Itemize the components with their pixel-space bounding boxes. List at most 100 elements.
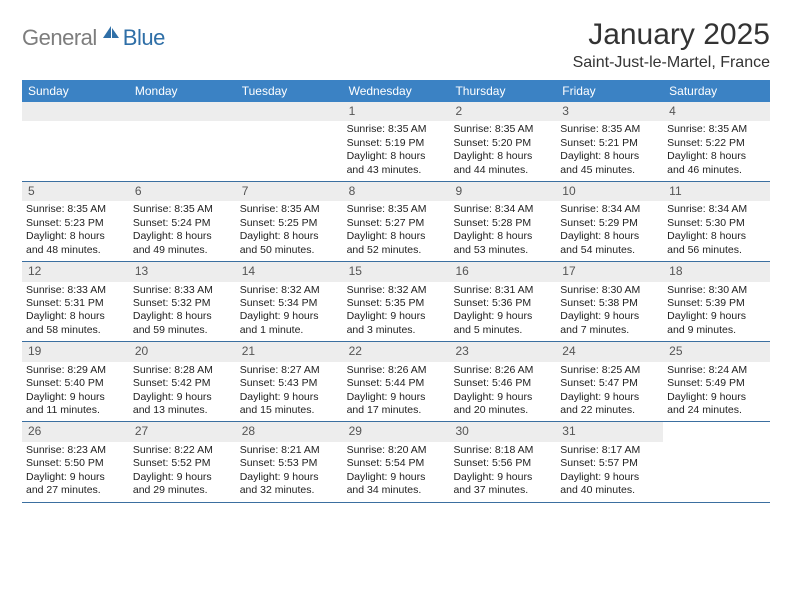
day-number: 16 [449,262,556,281]
week-row: 19 Sunrise: 8:29 AMSunset: 5:40 PMDayligh… [22,342,770,422]
day-body: Sunrise: 8:34 AMSunset: 5:29 PMDaylight:… [556,203,663,257]
day-body: Sunrise: 8:17 AMSunset: 5:57 PMDaylight:… [556,444,663,498]
day-body: Sunrise: 8:28 AMSunset: 5:42 PMDaylight:… [129,364,236,418]
sunrise-line: Sunrise: 8:30 AM [560,284,659,297]
sunset-line: Sunset: 5:44 PM [347,377,446,390]
daylight-line: Daylight: 8 hours and 50 minutes. [240,230,339,257]
day-number: 2 [449,102,556,121]
day-number: 17 [556,262,663,281]
sail-icon [101,24,121,45]
sunset-line: Sunset: 5:25 PM [240,217,339,230]
sunrise-line: Sunrise: 8:33 AM [133,284,232,297]
day-number: 11 [663,182,770,201]
page-title: January 2025 [573,18,770,52]
day-cell: 30Sunrise: 8:18 AMSunset: 5:56 PMDayligh… [449,422,556,501]
sunset-line: Sunset: 5:24 PM [133,217,232,230]
day-number: 22 [343,342,450,361]
week-row: 12Sunrise: 8:33 AMSunset: 5:31 PMDayligh… [22,262,770,342]
sunrise-line: Sunrise: 8:22 AM [133,444,232,457]
sunset-line: Sunset: 5:21 PM [560,137,659,150]
daylight-line: Daylight: 8 hours and 49 minutes. [133,230,232,257]
day-number: 4 [663,102,770,121]
daylight-line: Daylight: 9 hours and 22 minutes. [560,391,659,418]
daylight-line: Daylight: 9 hours and 15 minutes. [240,391,339,418]
day-number: 21 [236,342,343,361]
day-body: Sunrise: 8:25 AMSunset: 5:47 PMDaylight:… [556,364,663,418]
daylight-line: Daylight: 8 hours and 58 minutes. [26,310,125,337]
sunrise-line: Sunrise: 8:31 AM [453,284,552,297]
sunset-line: Sunset: 5:39 PM [667,297,766,310]
day-number: 13 [129,262,236,281]
sunrise-line: Sunrise: 8:21 AM [240,444,339,457]
day-body: Sunrise: 8:20 AMSunset: 5:54 PMDaylight:… [343,444,450,498]
sunrise-line: Sunrise: 8:26 AM [347,364,446,377]
day-cell: 10Sunrise: 8:34 AMSunset: 5:29 PMDayligh… [556,182,663,261]
daylight-line: Daylight: 8 hours and 52 minutes. [347,230,446,257]
sunrise-line: Sunrise: 8:35 AM [347,123,446,136]
daylight-line: Daylight: 8 hours and 59 minutes. [133,310,232,337]
sunrise-line: Sunrise: 8:34 AM [560,203,659,216]
day-cell: 8Sunrise: 8:35 AMSunset: 5:27 PMDaylight… [343,182,450,261]
sunset-line: Sunset: 5:54 PM [347,457,446,470]
logo-text-blue: Blue [123,25,165,51]
day-body: Sunrise: 8:35 AMSunset: 5:19 PMDaylight:… [343,123,450,177]
daylight-line: Daylight: 8 hours and 48 minutes. [26,230,125,257]
sunrise-line: Sunrise: 8:35 AM [667,123,766,136]
daylight-line: Daylight: 9 hours and 37 minutes. [453,471,552,498]
sunrise-line: Sunrise: 8:35 AM [26,203,125,216]
day-cell: 15Sunrise: 8:32 AMSunset: 5:35 PMDayligh… [343,262,450,341]
day-header-thursday: Thursday [449,80,556,102]
day-number: 20 [129,342,236,361]
day-number: 9 [449,182,556,201]
day-body: Sunrise: 8:21 AMSunset: 5:53 PMDaylight:… [236,444,343,498]
day-number: 23 [449,342,556,361]
day-header-friday: Friday [556,80,663,102]
day-header-sunday: Sunday [22,80,129,102]
daylight-line: Daylight: 9 hours and 32 minutes. [240,471,339,498]
day-header-saturday: Saturday [663,80,770,102]
day-body: Sunrise: 8:26 AMSunset: 5:46 PMDaylight:… [449,364,556,418]
daylight-line: Daylight: 8 hours and 56 minutes. [667,230,766,257]
day-number: 7 [236,182,343,201]
day-number: 15 [343,262,450,281]
day-cell: 12Sunrise: 8:33 AMSunset: 5:31 PMDayligh… [22,262,129,341]
day-cell [236,102,343,181]
daylight-line: Daylight: 9 hours and 17 minutes. [347,391,446,418]
day-body: Sunrise: 8:24 AMSunset: 5:49 PMDaylight:… [663,364,770,418]
day-cell: 18Sunrise: 8:30 AMSunset: 5:39 PMDayligh… [663,262,770,341]
daylight-line: Daylight: 8 hours and 46 minutes. [667,150,766,177]
weeks-container: 1Sunrise: 8:35 AMSunset: 5:19 PMDaylight… [22,102,770,503]
day-number: 1 [343,102,450,121]
sunset-line: Sunset: 5:23 PM [26,217,125,230]
day-number: 31 [556,422,663,441]
sunrise-line: Sunrise: 8:29 AM [26,364,125,377]
day-cell: 1 Sunrise: 8:35 AMSunset: 5:19 PMDaylight… [343,102,450,181]
sunrise-line: Sunrise: 8:35 AM [560,123,659,136]
day-body: Sunrise: 8:29 AMSunset: 5:40 PMDaylight:… [22,364,129,418]
day-body: Sunrise: 8:27 AMSunset: 5:43 PMDaylight:… [236,364,343,418]
day-cell: 21 Sunrise: 8:27 AMSunset: 5:43 PMDayligh… [236,342,343,421]
sunset-line: Sunset: 5:31 PM [26,297,125,310]
sunrise-line: Sunrise: 8:35 AM [133,203,232,216]
logo-text-general: General [22,25,97,51]
day-cell: 19 Sunrise: 8:29 AMSunset: 5:40 PMDayligh… [22,342,129,421]
day-body: Sunrise: 8:33 AMSunset: 5:32 PMDaylight:… [129,284,236,338]
day-cell: 16Sunrise: 8:31 AMSunset: 5:36 PMDayligh… [449,262,556,341]
day-number: 19 [22,342,129,361]
sunset-line: Sunset: 5:47 PM [560,377,659,390]
empty-day-bar [236,102,343,121]
day-cell [129,102,236,181]
sunset-line: Sunset: 5:19 PM [347,137,446,150]
day-number: 27 [129,422,236,441]
sunset-line: Sunset: 5:43 PM [240,377,339,390]
sunrise-line: Sunrise: 8:34 AM [453,203,552,216]
day-number: 26 [22,422,129,441]
day-cell: 5Sunrise: 8:35 AMSunset: 5:23 PMDaylight… [22,182,129,261]
day-cell: 4 Sunrise: 8:35 AMSunset: 5:22 PMDaylight… [663,102,770,181]
day-body: Sunrise: 8:35 AMSunset: 5:22 PMDaylight:… [663,123,770,177]
day-number: 24 [556,342,663,361]
sunset-line: Sunset: 5:30 PM [667,217,766,230]
day-body: Sunrise: 8:35 AMSunset: 5:25 PMDaylight:… [236,203,343,257]
daylight-line: Daylight: 9 hours and 27 minutes. [26,471,125,498]
title-block: January 2025 Saint-Just-le-Martel, Franc… [573,18,770,72]
